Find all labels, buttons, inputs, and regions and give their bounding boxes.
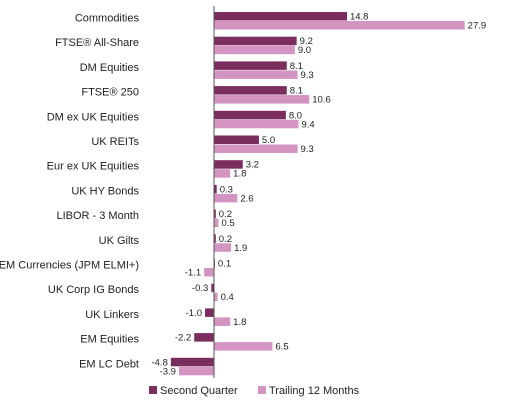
category-label: DM Equities — [80, 62, 140, 74]
data-label: 9.3 — [301, 70, 314, 81]
legend-label: Trailing 12 Months — [269, 385, 360, 397]
data-label: 8.0 — [289, 110, 302, 121]
bar-trailing-12-months — [214, 144, 298, 153]
data-label: 14.8 — [350, 12, 369, 23]
bar-trailing-12-months — [214, 317, 231, 326]
bar-second-quarter — [214, 135, 259, 144]
category-label: UK HY Bonds — [71, 185, 139, 197]
bar-second-quarter — [214, 184, 217, 194]
data-label: 9.0 — [298, 45, 311, 56]
bar-trailing-12-months — [178, 366, 214, 376]
data-label: 3.2 — [246, 160, 259, 171]
legend-swatch — [149, 386, 157, 394]
bar-trailing-12-months — [214, 95, 310, 104]
data-label: -1.1 — [185, 268, 201, 279]
bar-trailing-12-months — [214, 70, 298, 79]
category-label: UK REITs — [91, 136, 139, 148]
legend-label: Second Quarter — [160, 385, 238, 397]
bar-second-quarter — [211, 283, 214, 293]
data-label: -0.3 — [192, 283, 208, 294]
data-label: 9.2 — [300, 36, 313, 47]
category-label: EM Equities — [80, 334, 139, 346]
category-label: UK Corp IG Bonds — [48, 284, 140, 296]
data-label: 1.9 — [234, 243, 247, 254]
category-label: FTSE® All-Share — [55, 37, 139, 49]
bar-second-quarter — [205, 308, 214, 317]
category-label: UK Linkers — [85, 309, 139, 321]
legend-swatch — [258, 386, 266, 394]
bar-second-quarter — [214, 110, 286, 120]
legend: Second Quarter Trailing 12 Months — [149, 385, 360, 397]
bar-second-quarter — [214, 36, 297, 46]
data-label: 1.8 — [233, 169, 246, 180]
category-label: Eur ex UK Equities — [47, 161, 140, 173]
bar-second-quarter — [214, 61, 287, 70]
bar-trailing-12-months — [204, 268, 214, 277]
bar-trailing-12-months — [214, 218, 219, 228]
bar-second-quarter — [214, 160, 243, 169]
bar-trailing-12-months — [214, 292, 218, 302]
bar-second-quarter — [194, 333, 214, 342]
data-label: -3.9 — [160, 366, 176, 377]
bar-trailing-12-months — [214, 169, 231, 178]
data-label: 9.3 — [301, 144, 314, 155]
data-label: 6.5 — [275, 342, 288, 353]
data-label: 1.8 — [233, 317, 246, 328]
bar-second-quarter — [214, 234, 216, 243]
data-label: 8.1 — [290, 61, 303, 72]
bar-second-quarter — [214, 12, 347, 21]
data-label: 0.2 — [219, 209, 232, 220]
bar-trailing-12-months — [214, 21, 465, 30]
data-label: 0.3 — [220, 184, 233, 195]
data-label: 10.6 — [312, 95, 331, 106]
data-label: 5.0 — [262, 135, 275, 146]
bar-trailing-12-months — [214, 119, 299, 129]
data-label: 0.2 — [219, 234, 232, 245]
category-label: EM LC Debt — [79, 358, 139, 370]
bar-trailing-12-months — [214, 193, 238, 203]
bar-trailing-12-months — [214, 342, 273, 351]
bar-second-quarter — [170, 357, 214, 367]
bar-second-quarter — [214, 209, 216, 219]
category-label: LIBOR - 3 Month — [56, 210, 139, 222]
data-label: -4.8 — [151, 357, 167, 368]
bar-trailing-12-months — [214, 45, 295, 55]
data-label: 0.4 — [221, 292, 234, 303]
category-label: DM ex UK Equities — [47, 111, 140, 123]
bar-trailing-12-months — [214, 243, 232, 252]
category-label: Commodities — [75, 13, 140, 25]
plot-area: Commodities 14.8 27.9 FTSE® All-Share 9.29.0… — [0, 6, 486, 378]
data-label: 9.4 — [301, 119, 314, 130]
category-label: EM Currencies (JPM ELMI+) — [0, 260, 139, 272]
data-label: 27.9 — [468, 21, 487, 32]
data-label: -1.0 — [186, 308, 202, 319]
data-label: 0.5 — [221, 218, 234, 229]
bar-second-quarter — [214, 86, 287, 95]
category-label: FTSE® 250 — [81, 87, 139, 99]
category-label: UK Gilts — [99, 235, 140, 247]
data-label: 2.6 — [240, 193, 253, 204]
data-label: -2.2 — [175, 333, 191, 344]
data-label: 8.1 — [290, 86, 303, 97]
data-label: 0.1 — [218, 259, 231, 270]
